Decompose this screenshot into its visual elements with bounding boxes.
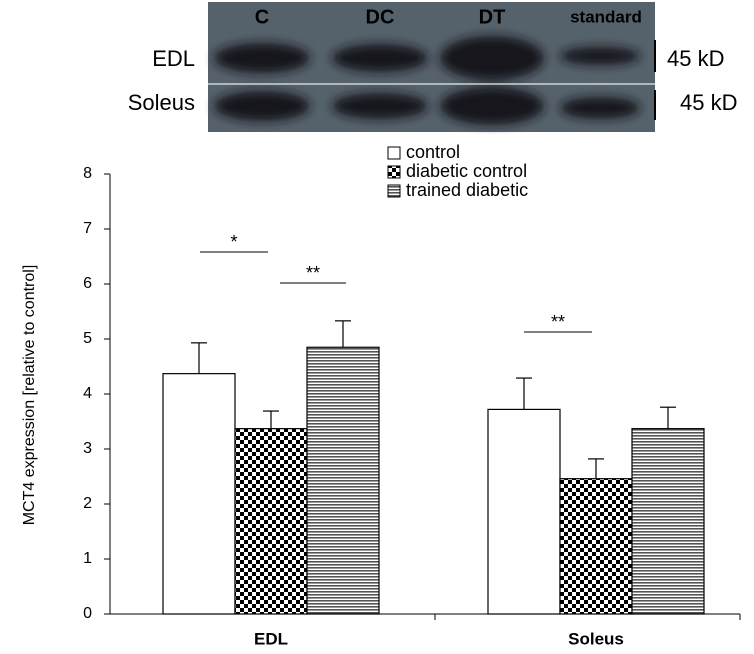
row-label: Soleus: [128, 90, 195, 115]
legend-swatch: [388, 147, 400, 159]
y-tick-label: 0: [83, 605, 92, 622]
lane-label: C: [255, 6, 269, 28]
y-tick-label: 6: [83, 275, 92, 292]
y-tick-label: 7: [83, 220, 92, 237]
legend-label: control: [406, 142, 460, 162]
y-tick-label: 2: [83, 495, 92, 512]
significance-label: **: [551, 312, 565, 332]
size-label: 45 kD: [680, 90, 737, 115]
legend-label: trained diabetic: [406, 180, 528, 200]
y-axis-label: MCT4 expression [relative to control]: [21, 265, 38, 526]
row-label: EDL: [152, 46, 195, 71]
lane-label: DT: [479, 6, 506, 28]
bar: [163, 374, 235, 614]
page: MCT4 expression [relative to control] C D…: [0, 0, 754, 654]
y-tick-label: 1: [83, 550, 92, 567]
lane-label: standard: [570, 7, 642, 26]
legend-label: diabetic control: [406, 161, 527, 181]
x-tick-label: EDL: [254, 629, 288, 648]
bar: [632, 429, 704, 614]
size-label: 45 kD: [667, 46, 724, 71]
y-tick-label: 5: [83, 330, 92, 347]
bar: [560, 479, 632, 614]
bar: [235, 429, 307, 614]
legend-swatch: [388, 166, 400, 178]
y-tick-label: 3: [83, 440, 92, 457]
significance-label: **: [306, 263, 320, 283]
bar: [488, 409, 560, 614]
y-tick-label: 8: [83, 165, 92, 182]
legend-swatch: [388, 185, 400, 197]
x-tick-label: Soleus: [568, 629, 624, 648]
y-tick-label: 4: [83, 385, 92, 402]
bar: [307, 347, 379, 614]
lane-label: DC: [366, 6, 395, 28]
significance-label: *: [230, 232, 237, 252]
figure: MCT4 expression [relative to control] C D…: [0, 0, 754, 654]
